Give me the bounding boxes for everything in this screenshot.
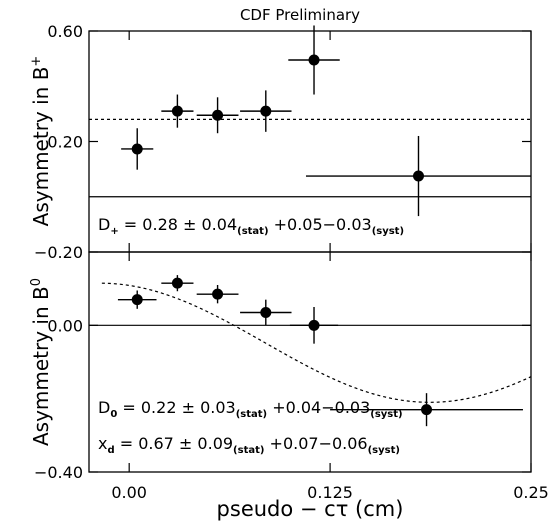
data-point	[412, 170, 424, 182]
bot-ann2-value: = 0.67 ± 0.09	[115, 434, 233, 453]
top-ylabel-sup: +	[29, 56, 44, 67]
data-point	[260, 105, 272, 117]
top-annotation-d-plus: D+ = 0.28 ± 0.04(stat) +0.05−0.03(syst)	[98, 215, 404, 237]
bottom-panel-frame	[88, 251, 532, 473]
top-ann-sym-sub: +	[110, 226, 118, 237]
data-point	[212, 109, 224, 121]
bottom-ylabel-text: Asymmetry in B	[29, 286, 53, 446]
data-point	[171, 105, 183, 117]
bot-ann2-sym-sub: d	[107, 445, 114, 456]
x-tick-label: 0.25	[513, 483, 549, 502]
bot-ann1-stat-sub: (stat)	[236, 409, 267, 420]
data-point	[421, 404, 433, 416]
bot-ann1-syst-value: +0.04−0.03	[267, 398, 370, 417]
top-ann-sym: D	[98, 215, 110, 234]
bottom-ylabel: Asymmetry in B0	[29, 278, 53, 446]
top-ann-syst-value: +0.05−0.03	[269, 215, 372, 234]
data-point	[131, 294, 143, 306]
y-tick-label: −0.40	[34, 463, 83, 482]
x-axis-label: pseudo − cτ (cm)	[217, 497, 404, 521]
data-point	[131, 143, 143, 155]
bottom-annotation-xd: xd = 0.67 ± 0.09(stat) +0.07−0.06(syst)	[98, 434, 400, 456]
y-tick-label: 0.00	[47, 316, 83, 335]
top-ann-value: = 0.28 ± 0.04	[119, 215, 237, 234]
y-tick-label: −0.20	[34, 243, 83, 262]
bot-ann2-syst-value: +0.07−0.06	[264, 434, 367, 453]
top-ylabel-text: Asymmetry in B	[29, 67, 53, 227]
svg-text:Asymmetry in B0: Asymmetry in B0	[29, 278, 53, 446]
data-point	[308, 319, 320, 331]
y-tick-label: 0.20	[47, 133, 83, 152]
y-tick-label: 0.60	[47, 22, 83, 41]
top-ylabel: Asymmetry in B+	[29, 56, 53, 227]
bot-ann2-sym: x	[98, 434, 107, 453]
data-point	[212, 288, 224, 300]
bot-ann1-sym-sub: 0	[110, 409, 117, 420]
bot-ann2-stat-sub: (stat)	[233, 445, 264, 456]
top-ann-stat-sub: (stat)	[237, 226, 268, 237]
chart-marks: 0.60 0.20 −0.20 0.00 −0.40 0.00 0.125 0.25	[34, 22, 549, 502]
bottom-ylabel-sup: 0	[29, 278, 44, 286]
fit-curve	[101, 282, 532, 403]
bot-ann1-syst-sub: (syst)	[370, 409, 402, 420]
svg-text:Asymmetry in B+: Asymmetry in B+	[29, 56, 53, 227]
data-point	[260, 307, 272, 318]
bot-ann1-sym: D	[98, 398, 110, 417]
top-ann-syst-sub: (syst)	[372, 226, 404, 237]
x-tick-label: 0.125	[307, 483, 353, 502]
x-tick-label: 0.00	[111, 483, 147, 502]
bot-ann2-syst-sub: (syst)	[368, 445, 400, 456]
data-point	[308, 54, 320, 66]
bot-ann1-value: = 0.22 ± 0.03	[117, 398, 235, 417]
bottom-annotation-d0: D0 = 0.22 ± 0.03(stat) +0.04−0.03(syst)	[98, 398, 403, 420]
chart-title: CDF Preliminary	[240, 6, 360, 24]
data-point	[171, 277, 183, 289]
